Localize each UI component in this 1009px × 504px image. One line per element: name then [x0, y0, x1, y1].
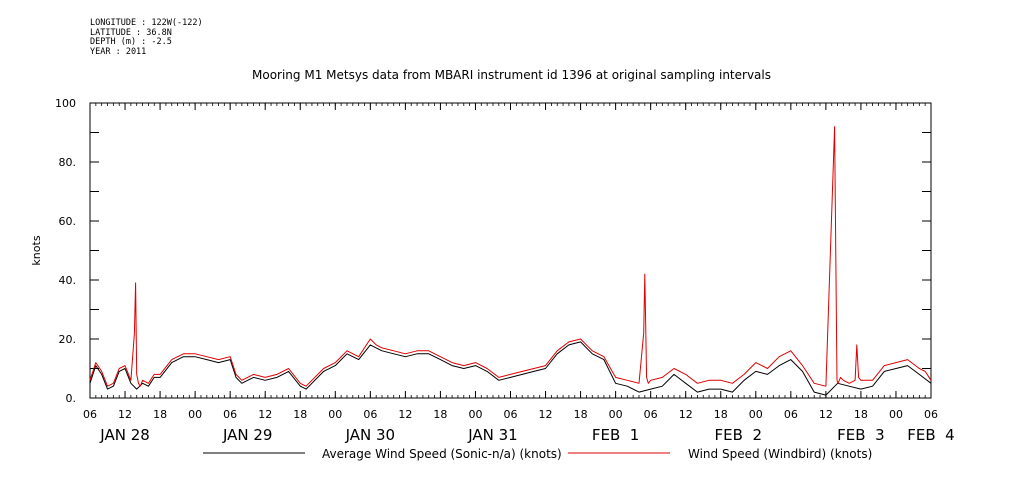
- x-day-label: JAN 30: [345, 426, 396, 444]
- meta-longitude: LONGITUDE : 122W(-122): [90, 18, 203, 28]
- plot-axes: 06 12 18 00 06 12 18 00 06 12 18 00 06 12 18 00 06 12 18 00…: [30, 97, 955, 444]
- metadata-block: LONGITUDE : 122W(-122) LATITUDE : 36.8N …: [90, 18, 203, 57]
- x-tick-label: 06: [644, 408, 658, 421]
- x-tick-label: 00: [749, 408, 763, 421]
- x-day-label: FEB 1: [592, 426, 639, 444]
- meta-latitude: LATITUDE : 36.8N: [90, 27, 172, 38]
- x-tick-label: 12: [819, 408, 833, 421]
- x-tick-label: 06: [223, 408, 237, 421]
- y-tick-label: 40.: [59, 274, 77, 287]
- plot-frame: [89, 102, 932, 399]
- chart-title: Mooring M1 Metsys data from MBARI instru…: [252, 68, 771, 82]
- x-tick-label: 06: [784, 408, 798, 421]
- x-tick-label: 18: [293, 408, 307, 421]
- x-day-label: FEB 3: [837, 426, 884, 444]
- y-tick-label: 80.: [59, 156, 77, 169]
- y-tick-label: 20.: [59, 333, 77, 346]
- x-tick-label: 12: [679, 408, 693, 421]
- x-tick-label: 12: [118, 408, 132, 421]
- x-tick-label: 18: [574, 408, 588, 421]
- x-tick-label: 18: [854, 408, 868, 421]
- x-day-label: FEB 4: [907, 426, 954, 444]
- x-tick-label: 12: [258, 408, 272, 421]
- y-axis-label: knots: [30, 235, 43, 265]
- x-tick-label: 00: [468, 408, 482, 421]
- x-tick-label: 06: [83, 408, 97, 421]
- meta-year: YEAR : 2011: [90, 46, 147, 57]
- x-tick-label: 12: [398, 408, 412, 421]
- y-tick-label: 100: [55, 97, 76, 110]
- x-tick-label: 12: [539, 408, 553, 421]
- x-tick-label: 06: [504, 408, 518, 421]
- meta-depth: DEPTH (m) : -2.5: [90, 37, 172, 47]
- x-tick-label: 18: [714, 408, 728, 421]
- x-tick-label: 06: [924, 408, 938, 421]
- x-tick-label: 00: [889, 408, 903, 421]
- x-tick-label: 00: [609, 408, 623, 421]
- legend: Average Wind Speed (Sonic-n/a) (knots) Wi…: [203, 447, 872, 461]
- x-day-label: FEB 2: [715, 426, 762, 444]
- x-tick-label: 06: [363, 408, 377, 421]
- series-line-1: [89, 126, 932, 387]
- y-tick-label: 0.: [66, 392, 77, 405]
- legend-label-0: Average Wind Speed (Sonic-n/a) (knots): [322, 447, 562, 461]
- series-line-0: [89, 341, 932, 396]
- x-day-label: JAN 28: [99, 426, 150, 444]
- x-day-label: JAN 31: [467, 426, 518, 444]
- x-tick-label: 00: [188, 408, 202, 421]
- x-tick-label: 18: [433, 408, 447, 421]
- x-tick-label: 00: [328, 408, 342, 421]
- series-layer: [89, 126, 932, 396]
- x-day-label: JAN 29: [222, 426, 273, 444]
- x-tick-label: 18: [153, 408, 167, 421]
- y-tick-label: 60.: [59, 215, 77, 228]
- legend-label-1: Wind Speed (Windbird) (knots): [688, 447, 872, 461]
